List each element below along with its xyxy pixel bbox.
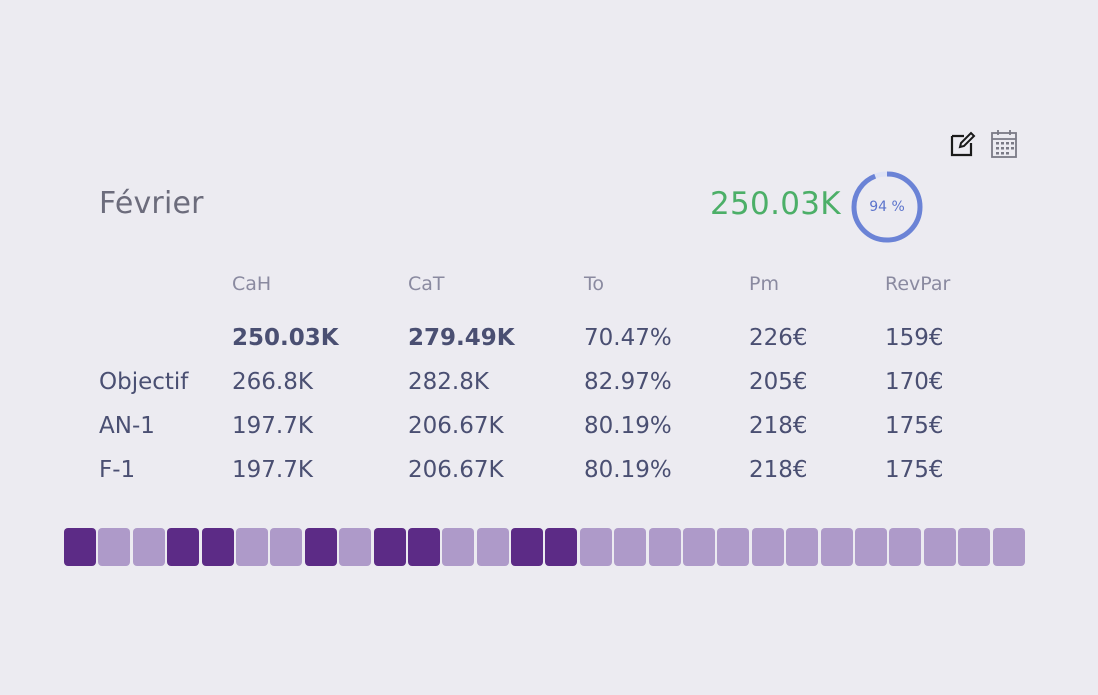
day-cell[interactable] [820, 528, 853, 566]
row-label-objectif: Objectif [99, 369, 189, 395]
actual-pm: 226€ [749, 325, 808, 351]
objectif-to: 82.97% [584, 369, 672, 395]
actual-to: 70.47% [584, 325, 672, 351]
occupancy-gauge [851, 171, 923, 243]
day-cell[interactable] [270, 528, 303, 566]
objectif-cat: 282.8K [408, 369, 489, 395]
calendar-button[interactable] [988, 128, 1020, 160]
day-cell[interactable] [132, 528, 165, 566]
edit-button[interactable] [947, 128, 979, 160]
an-1-to: 80.19% [584, 413, 672, 439]
day-cell[interactable] [579, 528, 612, 566]
day-cell[interactable] [958, 528, 991, 566]
column-header-cat: CaT [408, 273, 445, 295]
day-cell[interactable] [511, 528, 544, 566]
total-revenue: 250.03K [710, 186, 841, 222]
day-cell[interactable] [98, 528, 131, 566]
day-cell[interactable] [648, 528, 681, 566]
column-header-pm: Pm [749, 273, 779, 295]
objectif-cah: 266.8K [232, 369, 313, 395]
column-header-cah: CaH [232, 273, 272, 295]
f-1-pm: 218€ [749, 457, 808, 483]
day-strip [64, 528, 1027, 566]
day-cell[interactable] [992, 528, 1025, 566]
row-label-f-1: F-1 [99, 457, 136, 483]
actual-cah: 250.03K [232, 325, 339, 351]
f-1-revpar: 175€ [885, 457, 944, 483]
f-1-cat: 206.67K [408, 457, 504, 483]
day-cell[interactable] [167, 528, 200, 566]
day-cell[interactable] [889, 528, 922, 566]
occupancy-value: 94 % [869, 199, 905, 215]
column-header-revpar: RevPar [885, 273, 951, 295]
an-1-revpar: 175€ [885, 413, 944, 439]
actual-revpar: 159€ [885, 325, 944, 351]
day-cell[interactable] [373, 528, 406, 566]
edit-icon [950, 131, 976, 157]
row-label-an-1: AN-1 [99, 413, 155, 439]
an-1-cah: 197.7K [232, 413, 313, 439]
day-cell[interactable] [717, 528, 750, 566]
column-header-to: To [584, 273, 605, 295]
an-1-pm: 218€ [749, 413, 808, 439]
day-cell[interactable] [786, 528, 819, 566]
day-cell[interactable] [614, 528, 647, 566]
calendar-icon [991, 130, 1017, 158]
day-cell[interactable] [201, 528, 234, 566]
day-cell[interactable] [339, 528, 372, 566]
day-cell[interactable] [64, 528, 96, 566]
day-cell[interactable] [476, 528, 509, 566]
objectif-pm: 205€ [749, 369, 808, 395]
day-cell[interactable] [304, 528, 337, 566]
day-cell[interactable] [923, 528, 956, 566]
day-cell[interactable] [683, 528, 716, 566]
objectif-revpar: 170€ [885, 369, 944, 395]
actual-cat: 279.49K [408, 325, 515, 351]
day-cell[interactable] [751, 528, 784, 566]
occupancy-gauge-arc [851, 171, 923, 243]
f-1-cah: 197.7K [232, 457, 313, 483]
day-cell[interactable] [235, 528, 268, 566]
f-1-to: 80.19% [584, 457, 672, 483]
month-title: Février [99, 186, 204, 221]
day-cell[interactable] [407, 528, 440, 566]
an-1-cat: 206.67K [408, 413, 504, 439]
day-cell[interactable] [854, 528, 887, 566]
day-cell[interactable] [545, 528, 578, 566]
day-cell[interactable] [442, 528, 475, 566]
